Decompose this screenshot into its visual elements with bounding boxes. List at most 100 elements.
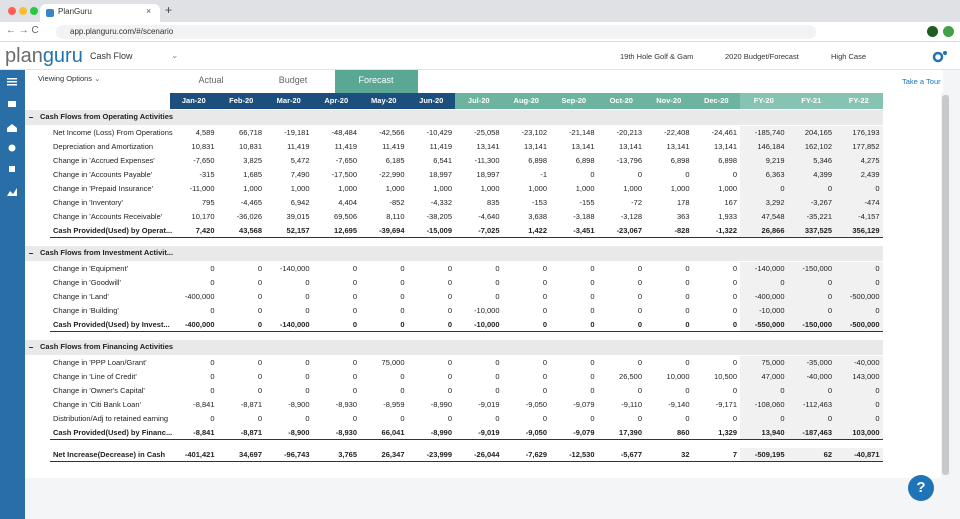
cell: -185,740 xyxy=(754,128,785,137)
tab[interactable]: Forecast xyxy=(358,75,394,85)
fy-cell-bg xyxy=(787,290,835,304)
cell: 0 xyxy=(257,306,262,315)
cell: -400,000 xyxy=(754,292,785,301)
cell: 0 xyxy=(780,184,785,193)
cell: 0 xyxy=(352,320,357,329)
fy-cell-bg xyxy=(835,426,883,440)
tab-close[interactable]: × xyxy=(146,6,152,16)
cell: -40,000 xyxy=(854,358,880,367)
cell: -9,079 xyxy=(573,400,595,409)
cell: 3,292 xyxy=(765,198,785,207)
cell: 12,695 xyxy=(334,226,357,235)
collapse-icon[interactable] xyxy=(29,347,33,348)
cell: 0 xyxy=(875,306,880,315)
cell: -4,465 xyxy=(240,198,262,207)
cell: 6,185 xyxy=(385,156,405,165)
scenario-select[interactable]: 2020 Budget/Forecast xyxy=(725,52,799,61)
cell: 13,141 xyxy=(571,142,595,151)
tab[interactable]: Budget xyxy=(278,75,308,85)
extension-icon[interactable] xyxy=(943,26,954,37)
cell: 0 xyxy=(305,306,310,315)
cell: -187,463 xyxy=(802,428,832,437)
browser-tab[interactable]: PlanGuru × xyxy=(40,4,160,22)
cell: 0 xyxy=(827,386,832,395)
collapse-icon[interactable] xyxy=(29,117,33,118)
company-select[interactable]: 19th Hole Golf & Gam xyxy=(620,52,694,61)
take-a-tour[interactable]: Take a Tour xyxy=(902,77,941,86)
cell: 0 xyxy=(685,264,690,273)
cell: 52,157 xyxy=(286,226,310,235)
zoom-dot[interactable] xyxy=(30,7,38,15)
profile-avatar[interactable] xyxy=(927,26,938,37)
cell: -35,221 xyxy=(806,212,832,221)
report-select[interactable]: Cash Flow xyxy=(90,51,133,61)
section-title: Cash Flows from Financing Activities xyxy=(40,342,174,351)
logo[interactable]: planguru xyxy=(5,45,83,68)
cell: 6,541 xyxy=(433,156,452,165)
close-dot[interactable] xyxy=(8,7,16,15)
viewing-options[interactable]: Viewing Options ⌄ xyxy=(38,74,101,83)
cell: 0 xyxy=(400,278,405,287)
cell: 0 xyxy=(447,320,452,329)
cell: 0 xyxy=(590,306,595,315)
cell: 0 xyxy=(590,278,595,287)
cell: 0 xyxy=(685,278,690,287)
cell: 204,165 xyxy=(804,128,832,137)
fy-cell-bg xyxy=(787,318,835,332)
cell: 26,347 xyxy=(381,450,405,459)
cell: 18,997 xyxy=(429,170,452,179)
cell: 0 xyxy=(495,278,500,287)
fy-cell-bg xyxy=(835,412,883,426)
fy-cell-bg xyxy=(787,210,835,224)
cell: 0 xyxy=(257,372,262,381)
section-header-bg xyxy=(25,340,883,355)
cell: -19,181 xyxy=(284,128,310,137)
cell: 7,490 xyxy=(290,170,310,179)
cell: 32 xyxy=(681,450,690,459)
cell: 0 xyxy=(637,170,642,179)
cell: -828 xyxy=(674,226,690,235)
cell: -1 xyxy=(540,170,547,179)
fy-cell-bg xyxy=(835,262,883,276)
scrollbar[interactable] xyxy=(941,93,950,478)
cell: 0 xyxy=(542,358,547,367)
case-select[interactable]: High Case xyxy=(831,52,867,61)
cell: 1,000 xyxy=(243,184,262,193)
fy-cell-bg xyxy=(740,290,788,304)
cell: 0 xyxy=(685,320,690,329)
cell: -40,871 xyxy=(854,450,880,459)
scroll-thumb[interactable] xyxy=(942,95,949,475)
new-tab[interactable]: + xyxy=(165,3,173,17)
settings-icon[interactable] xyxy=(932,49,948,63)
cell: 0 xyxy=(447,264,452,273)
cell: 0 xyxy=(637,264,642,273)
cell: 7,420 xyxy=(195,226,215,235)
report-caret[interactable]: ⌄ xyxy=(171,50,179,60)
cell: 0 xyxy=(637,292,642,301)
cell: 9,219 xyxy=(765,156,785,165)
cell: 0 xyxy=(210,306,215,315)
cell: 363 xyxy=(676,212,690,221)
help-button[interactable]: ? xyxy=(908,475,934,501)
cell: -8,959 xyxy=(383,400,405,409)
cell: -550,000 xyxy=(754,320,785,329)
cell: -25,058 xyxy=(474,128,500,137)
cell: -9,140 xyxy=(668,400,690,409)
cell: 1,000 xyxy=(480,184,500,193)
cell: 1,000 xyxy=(338,184,357,193)
cell: 0 xyxy=(400,264,405,273)
cell: -39,694 xyxy=(379,226,405,235)
minimize-dot[interactable] xyxy=(19,7,27,15)
cell: -150,000 xyxy=(802,264,832,273)
total-label: Net Increase(Decrease) in Cash xyxy=(53,450,166,459)
cell: -40,000 xyxy=(806,372,832,381)
tab[interactable]: Actual xyxy=(198,75,224,85)
url-field[interactable]: app.planguru.com/#/scenario xyxy=(56,25,816,39)
fy-cell-bg xyxy=(740,262,788,276)
collapse-icon[interactable] xyxy=(29,253,33,254)
nav-buttons[interactable]: ← → C xyxy=(6,25,39,36)
cell: -38,205 xyxy=(426,212,452,221)
cell: 1,422 xyxy=(528,226,547,235)
cell: -4,640 xyxy=(478,212,500,221)
fy-cell-bg xyxy=(835,384,883,398)
